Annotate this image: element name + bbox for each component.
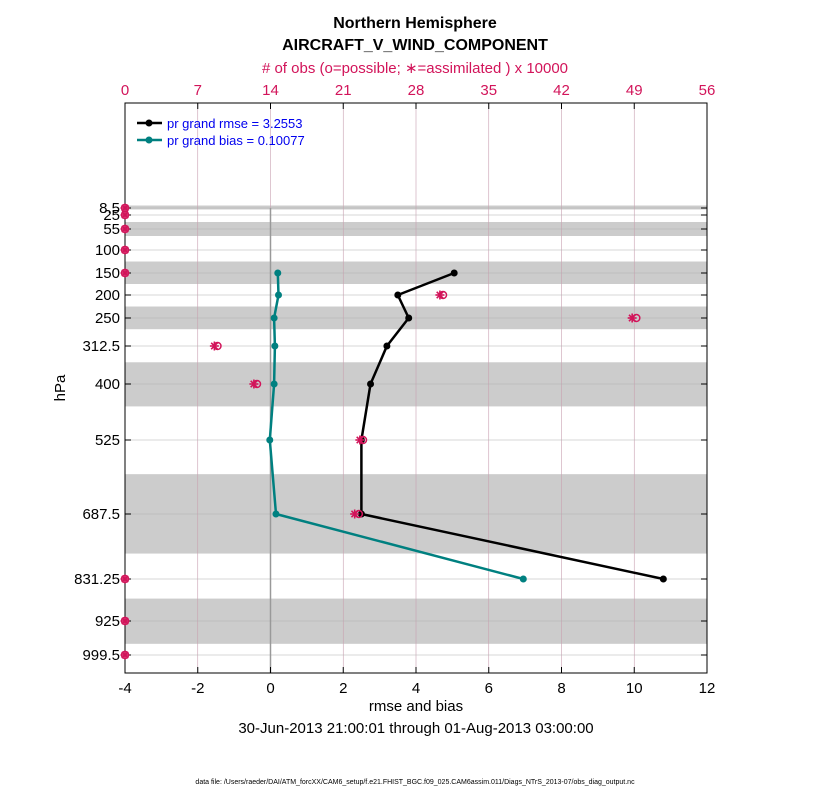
obs-star-stroke-8-3 <box>250 380 258 388</box>
bottom-tick-labels: -4 -2 0 2 4 6 8 10 12 <box>118 680 715 697</box>
obs-star-stroke-7-3 <box>210 342 219 350</box>
series-point-bias-6 <box>272 510 280 518</box>
obs-assimilated-marker-12 <box>120 616 130 626</box>
top-tick-labels: 0 7 14 21 28 35 42 49 56 <box>121 82 716 99</box>
chart-title: Northern Hemisphere <box>333 15 497 32</box>
obs-assimilated-marker-1 <box>120 210 130 220</box>
top-tick-label-7: 49 <box>626 82 643 99</box>
y-tick-label-7: 312.5 <box>82 338 120 355</box>
y-tick-label-8: 400 <box>95 376 120 393</box>
obs-count-markers <box>120 203 641 660</box>
top-tick-label-1: 7 <box>194 82 202 99</box>
series-point-bias-5 <box>266 436 274 444</box>
obs-star-stroke-11-3 <box>121 575 129 583</box>
top-tick-label-4: 28 <box>408 82 425 99</box>
obs-star-stroke-6-3 <box>628 314 636 322</box>
obs-assimilated-marker-3 <box>120 245 130 255</box>
y-tick-label-0: 8.5 <box>99 200 120 217</box>
y-axis-label: hPa <box>52 374 69 401</box>
obs-star-stroke-10-3 <box>350 510 359 518</box>
x-tick-label-5: 6 <box>485 680 493 697</box>
x-tick-label-1: -2 <box>191 680 204 697</box>
y-tick-label-11: 831.25 <box>74 571 120 588</box>
series-point-rmse-7 <box>659 575 667 583</box>
legend-bias-text: pr grand bias = 0.10077 <box>167 133 305 148</box>
obs-assimilated-marker-4 <box>120 268 130 278</box>
obs-star-stroke-0-3 <box>121 204 129 212</box>
y-tick-label-3: 100 <box>95 242 120 259</box>
x-tick-label-8: 12 <box>699 680 716 697</box>
series-point-rmse-3 <box>383 342 391 350</box>
x-tick-label-3: 2 <box>339 680 347 697</box>
legend: pr grand rmse = 3.2553 pr grand bias = 0… <box>137 116 305 148</box>
series-point-rmse-6 <box>357 510 365 518</box>
obs-star-stroke-2-3 <box>121 225 129 233</box>
top-tick-label-3: 21 <box>335 82 352 99</box>
series-point-bias-0 <box>274 269 282 277</box>
obs-assimilated-marker-9 <box>355 435 365 445</box>
grid-lines <box>125 103 707 673</box>
obs-assimilated-marker-2 <box>120 224 130 234</box>
y-tick-label-9: 525 <box>95 432 120 449</box>
obs-star-stroke-3-3 <box>121 246 129 254</box>
x-tick-label-2: 0 <box>266 680 274 697</box>
top-tick-label-8: 56 <box>699 82 716 99</box>
series-point-rmse-2 <box>405 314 413 322</box>
series-point-bias-4 <box>270 380 278 388</box>
series-point-rmse-4 <box>367 380 375 388</box>
obs-assimilated-marker-13 <box>120 650 130 660</box>
y-tick-label-13: 999.5 <box>82 647 120 664</box>
y-tick-label-4: 150 <box>95 265 120 282</box>
top-axis-label: # of obs (o=possible; ∗=assimilated ) x … <box>262 60 568 77</box>
x-tick-label-6: 8 <box>557 680 565 697</box>
obs-star-stroke-1-3 <box>121 211 129 219</box>
series-lines <box>266 269 667 583</box>
y-tick-label-6: 250 <box>95 310 120 327</box>
x-tick-label-4: 4 <box>412 680 420 697</box>
obs-star-stroke-13-3 <box>121 651 129 659</box>
obs-star-stroke-5-3 <box>436 291 444 299</box>
series-point-rmse-0 <box>450 269 458 277</box>
obs-assimilated-marker-5 <box>435 290 445 300</box>
series-point-bias-7 <box>519 575 527 583</box>
series-point-bias-3 <box>271 342 279 350</box>
obs-assimilated-marker-7 <box>209 341 219 351</box>
x-tick-label-0: -4 <box>118 680 131 697</box>
legend-bias-marker <box>145 136 153 144</box>
obs-assimilated-marker-8 <box>249 379 259 389</box>
legend-rmse-marker <box>145 119 153 127</box>
date-range: 30-Jun-2013 21:00:01 through 01-Aug-2013… <box>238 720 593 737</box>
obs-assimilated-marker-6 <box>627 313 637 323</box>
chart-subtitle: AIRCRAFT_V_WIND_COMPONENT <box>282 37 548 54</box>
series-line-rmse <box>360 271 664 581</box>
x-axis-label: rmse and bias <box>369 698 463 715</box>
footer-data-file: data file: /Users/raeder/DAI/ATM_forcXX/… <box>195 779 635 786</box>
legend-rmse-text: pr grand rmse = 3.2553 <box>167 116 303 131</box>
y-tick-label-5: 200 <box>95 287 120 304</box>
obs-assimilated-marker-11 <box>120 574 130 584</box>
series-line-bias <box>268 272 524 581</box>
series-point-bias-1 <box>275 291 283 299</box>
top-tick-label-6: 42 <box>553 82 570 99</box>
obs-star-stroke-12-3 <box>121 617 129 625</box>
top-tick-label-2: 14 <box>262 82 279 99</box>
series-point-bias-2 <box>270 314 278 322</box>
y-tick-label-12: 925 <box>95 613 120 630</box>
y-tick-label-2: 55 <box>103 221 120 238</box>
x-tick-label-7: 10 <box>626 680 643 697</box>
obs-assimilated-marker-10 <box>350 509 360 519</box>
obs-star-stroke-4-3 <box>121 269 129 277</box>
y-tick-label-10: 687.5 <box>82 506 120 523</box>
y-tick-label-1: 25 <box>103 207 120 224</box>
top-tick-label-5: 35 <box>480 82 497 99</box>
top-tick-label-0: 0 <box>121 82 129 99</box>
series-point-rmse-1 <box>394 291 402 299</box>
obs-star-stroke-9-3 <box>356 436 364 444</box>
